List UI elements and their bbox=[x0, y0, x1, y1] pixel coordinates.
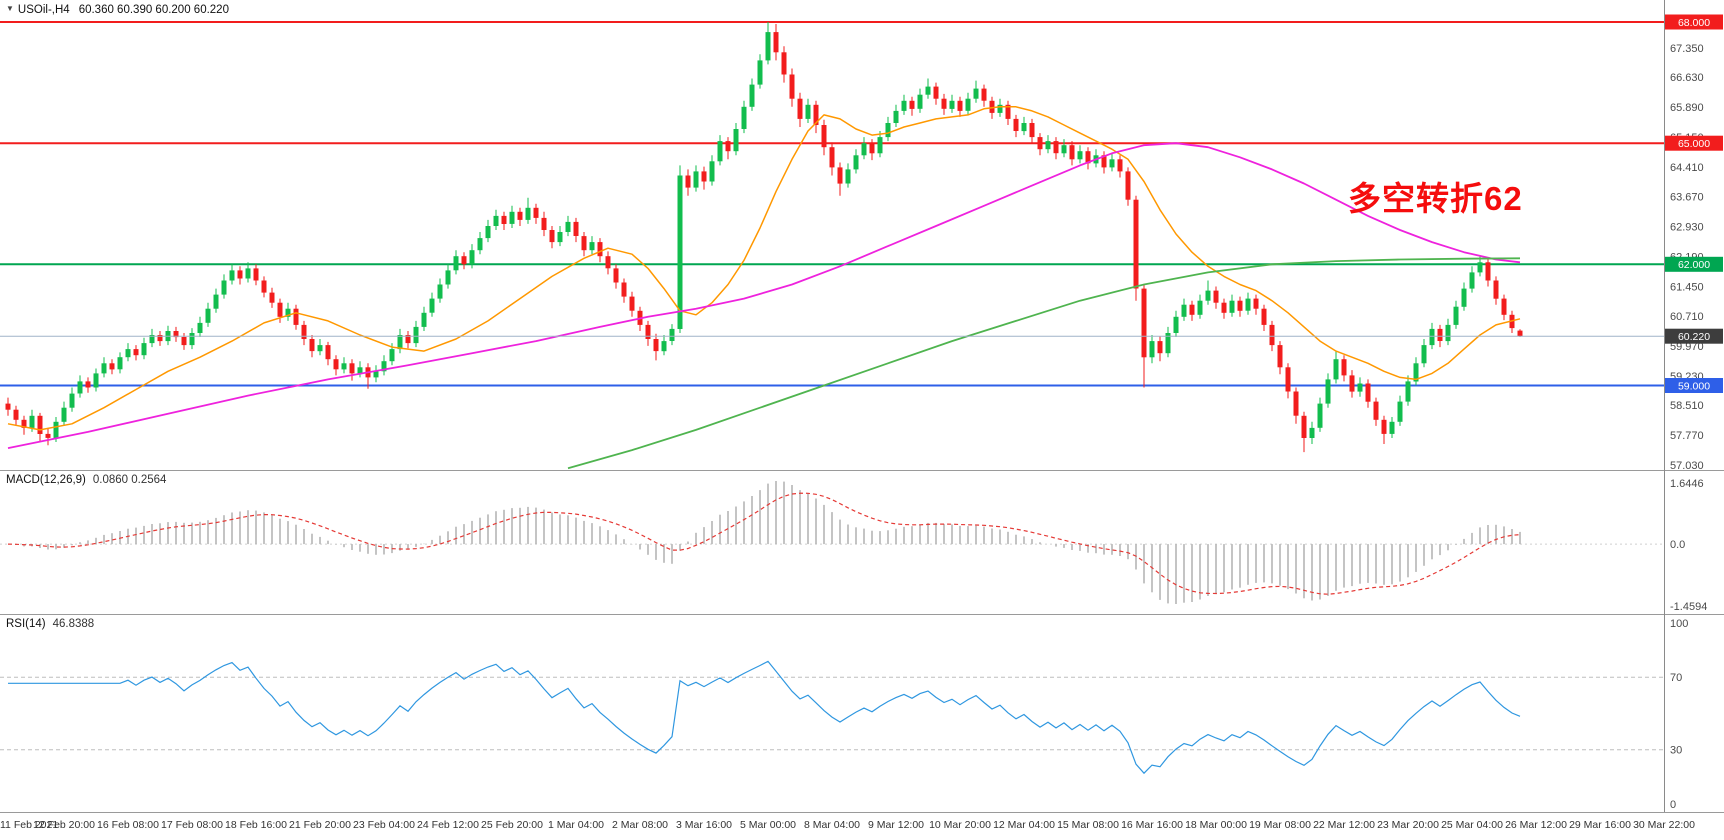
ma-slow-line bbox=[567, 257, 1521, 470]
time-label: 21 Feb 20:00 bbox=[289, 819, 351, 831]
time-label: 5 Mar 00:00 bbox=[739, 819, 797, 831]
price-grid-label: 67.350 bbox=[1670, 43, 1704, 55]
time-label: 23 Mar 20:00 bbox=[1377, 819, 1439, 831]
axis-badge bbox=[1665, 135, 1723, 151]
rsi-axis-label: 30 bbox=[1670, 745, 1682, 757]
price-canvas[interactable]: 67.35066.63065.89065.15064.41063.67062.9… bbox=[0, 0, 1724, 470]
macd-histogram bbox=[15, 481, 1521, 604]
price-pane[interactable]: 67.35066.63065.89065.15064.41063.67062.9… bbox=[0, 0, 1724, 470]
candles-layer bbox=[5, 22, 1523, 453]
axis-badge bbox=[1665, 378, 1723, 393]
symbol-caret-icon[interactable]: ▼ bbox=[6, 4, 14, 13]
rsi-canvas[interactable]: 100 70 30 0 bbox=[0, 615, 1724, 812]
time-label: 12 Feb 20:00 bbox=[33, 819, 95, 831]
rsi-name: RSI(14) bbox=[6, 618, 46, 630]
chart-title: ▼ USOil-,H4 60.360 60.390 60.200 60.220 bbox=[6, 4, 229, 16]
symbol-period-label: USOil-,H4 bbox=[17, 4, 70, 16]
macd-axis-min: -1.4594 bbox=[1670, 601, 1707, 613]
price-grid-label: 65.890 bbox=[1670, 102, 1704, 114]
time-label: 3 Mar 16:00 bbox=[675, 819, 733, 831]
svg-text:62.000: 62.000 bbox=[1678, 259, 1710, 271]
time-axis[interactable]: 11 Feb 2021 12 Feb 20:00 16 Feb 08:00 17 Fe… bbox=[0, 812, 1724, 840]
time-label: 17 Feb 08:00 bbox=[161, 819, 223, 831]
price-grid-label: 57.030 bbox=[1670, 460, 1704, 470]
time-label: 23 Feb 04:00 bbox=[353, 819, 415, 831]
svg-text:60.220: 60.220 bbox=[1678, 331, 1710, 343]
time-label: 16 Feb 08:00 bbox=[97, 819, 159, 831]
rsi-axis-label: 70 bbox=[1670, 672, 1682, 684]
time-label: 24 Feb 12:00 bbox=[417, 819, 479, 831]
time-label: 22 Mar 12:00 bbox=[1313, 819, 1375, 831]
time-label: 18 Mar 00:00 bbox=[1185, 819, 1247, 831]
rsi-line bbox=[8, 660, 1521, 775]
price-grid-label: 60.710 bbox=[1670, 311, 1704, 323]
axis-badge bbox=[1665, 14, 1723, 30]
price-axis-border bbox=[1664, 0, 1665, 812]
time-label: 9 Mar 12:00 bbox=[867, 819, 925, 831]
time-label: 2 Mar 08:00 bbox=[611, 819, 669, 831]
ohlc-readout: 60.360 60.390 60.200 60.220 bbox=[78, 4, 229, 16]
time-label: 29 Mar 16:00 bbox=[1569, 819, 1631, 831]
rsi-axis-label: 0 bbox=[1670, 799, 1676, 811]
chart-annotation-text[interactable]: 多空转折62 bbox=[1348, 180, 1523, 217]
macd-axis-max: 1.6446 bbox=[1670, 478, 1704, 490]
time-label: 25 Feb 20:00 bbox=[481, 819, 543, 831]
rsi-label: RSI(14) 46.8388 bbox=[6, 618, 94, 630]
price-grid-label: 61.450 bbox=[1670, 281, 1704, 293]
time-label: 15 Mar 08:00 bbox=[1057, 819, 1119, 831]
time-label: 1 Mar 04:00 bbox=[547, 819, 605, 831]
macd-name: MACD(12,26,9) bbox=[6, 474, 86, 486]
rsi-value: 46.8388 bbox=[52, 618, 95, 630]
time-label: 16 Mar 16:00 bbox=[1121, 819, 1183, 831]
time-label: 11 Feb 2021 bbox=[0, 819, 59, 831]
macd-label: MACD(12,26,9) 0.0860 0.2564 bbox=[6, 474, 166, 486]
price-grid-label: 57.770 bbox=[1670, 430, 1704, 442]
svg-text:68.000: 68.000 bbox=[1678, 17, 1710, 29]
macd-canvas[interactable]: 1.6446 0.0 -1.4594 bbox=[0, 471, 1724, 614]
macd-values: 0.0860 0.2564 bbox=[92, 474, 167, 486]
time-label: 30 Mar 22:00 bbox=[1633, 819, 1695, 831]
macd-pane[interactable]: 1.6446 0.0 -1.4594 bbox=[0, 470, 1724, 614]
svg-text:65.000: 65.000 bbox=[1678, 138, 1710, 150]
svg-text:59.000: 59.000 bbox=[1678, 380, 1710, 392]
price-grid-label: 63.670 bbox=[1670, 192, 1704, 204]
time-label: 10 Mar 20:00 bbox=[929, 819, 991, 831]
price-grid-label: 62.930 bbox=[1670, 222, 1704, 234]
price-grid-label: 58.510 bbox=[1670, 400, 1704, 412]
price-grid-label: 66.630 bbox=[1670, 72, 1704, 84]
rsi-pane[interactable]: 100 70 30 0 bbox=[0, 614, 1724, 812]
time-label: 8 Mar 04:00 bbox=[803, 819, 861, 831]
ma-fast-line bbox=[7, 106, 1521, 431]
axis-badge bbox=[1665, 328, 1723, 344]
time-label: 19 Mar 08:00 bbox=[1249, 819, 1311, 831]
time-label: 18 Feb 16:00 bbox=[225, 819, 287, 831]
macd-signal-line bbox=[7, 492, 1521, 595]
rsi-axis-label: 100 bbox=[1670, 618, 1688, 630]
price-grid-label: 59.970 bbox=[1670, 341, 1704, 353]
macd-axis-zero: 0.0 bbox=[1670, 539, 1685, 551]
ma-mid-line bbox=[7, 142, 1521, 449]
price-grid-label: 64.410 bbox=[1670, 162, 1704, 174]
time-label: 26 Mar 12:00 bbox=[1505, 819, 1567, 831]
axis-badge bbox=[1665, 256, 1723, 272]
time-label: 12 Mar 04:00 bbox=[993, 819, 1055, 831]
time-label: 25 Mar 04:00 bbox=[1441, 819, 1503, 831]
